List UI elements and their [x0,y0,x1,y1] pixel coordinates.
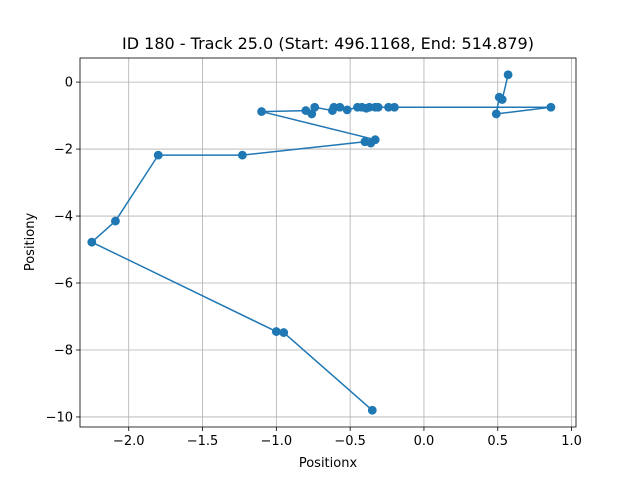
y-tick-label: −8 [54,343,73,358]
data-point [360,137,370,147]
chart-title: ID 180 - Track 25.0 (Start: 496.1168, En… [122,34,534,53]
data-point [546,102,556,112]
data-point [111,216,120,226]
data-point [367,405,377,415]
x-tick-label: −1.5 [187,434,219,449]
grid [80,58,576,427]
y-tick-label: −6 [54,277,73,292]
y-tick-label: −10 [46,410,73,425]
data-point [279,328,289,337]
x-tick-label: −0.5 [334,434,366,449]
data-point [271,327,281,336]
data-point [153,150,163,160]
data-point [353,102,362,112]
y-axis-label: Positiony [23,213,38,272]
data-point [237,150,247,160]
data-point [328,106,337,115]
x-axis-label: Positionx [299,456,358,471]
ticks: −2.0 −1.5 −1.0 −0.5 0.0 0.5 1.0 0 −2 −4 −6 −8 −10 [46,76,582,449]
data-point [257,107,266,116]
data-point [87,237,97,247]
x-tick-label: 1.0 [561,434,582,449]
data-point [342,105,352,115]
x-tick-label: −1.0 [261,434,293,449]
data-point [494,92,504,102]
y-tick-label: −4 [54,210,73,225]
x-tick-label: −2.0 [113,434,145,449]
data-point [384,102,393,112]
y-tick-label: −2 [54,143,73,158]
data-series [87,70,556,415]
data-point [503,70,513,80]
x-tick-label: 0.5 [487,434,508,449]
data-point [310,102,320,112]
x-tick-label: 0.0 [414,434,435,449]
plot-frame [79,57,577,428]
data-point [491,109,501,119]
y-tick-label: 0 [65,76,73,91]
data-point [301,106,311,115]
